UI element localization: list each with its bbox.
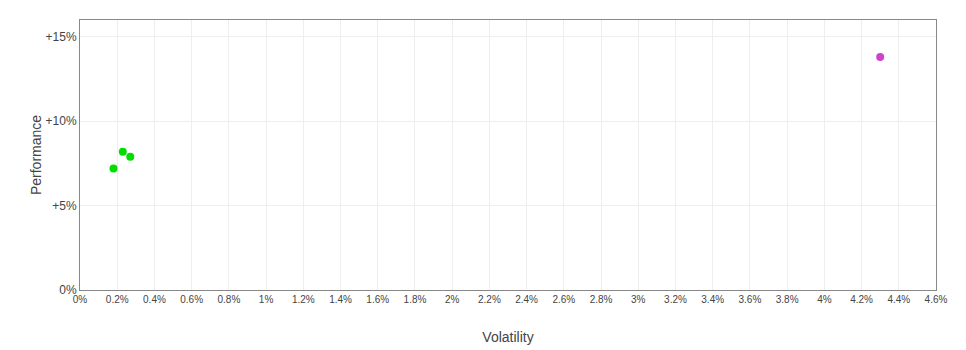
svg-text:1.8%: 1.8%: [404, 294, 427, 305]
svg-text:4.4%: 4.4%: [887, 294, 910, 305]
svg-text:1.4%: 1.4%: [329, 294, 352, 305]
svg-text:0%: 0%: [73, 294, 88, 305]
svg-text:4.6%: 4.6%: [925, 294, 948, 305]
svg-text:3.2%: 3.2%: [664, 294, 687, 305]
svg-text:2.6%: 2.6%: [552, 294, 575, 305]
svg-text:2.8%: 2.8%: [590, 294, 613, 305]
svg-text:0.8%: 0.8%: [217, 294, 240, 305]
svg-text:Performance: Performance: [28, 115, 44, 195]
svg-text:+5%: +5%: [52, 199, 77, 213]
svg-text:0%: 0%: [59, 283, 77, 297]
svg-text:+15%: +15%: [46, 30, 77, 44]
svg-text:+10%: +10%: [46, 114, 77, 128]
svg-text:4%: 4%: [817, 294, 832, 305]
svg-text:1%: 1%: [259, 294, 274, 305]
svg-text:3.8%: 3.8%: [776, 294, 799, 305]
svg-text:1.6%: 1.6%: [366, 294, 389, 305]
svg-text:2.4%: 2.4%: [515, 294, 538, 305]
svg-text:4.2%: 4.2%: [850, 294, 873, 305]
svg-text:3.4%: 3.4%: [701, 294, 724, 305]
svg-text:0.2%: 0.2%: [106, 294, 129, 305]
svg-text:3.6%: 3.6%: [739, 294, 762, 305]
svg-text:2%: 2%: [445, 294, 460, 305]
svg-text:3%: 3%: [631, 294, 646, 305]
svg-text:0.6%: 0.6%: [180, 294, 203, 305]
svg-text:1.2%: 1.2%: [292, 294, 315, 305]
svg-text:2.2%: 2.2%: [478, 294, 501, 305]
svg-text:Volatility: Volatility: [482, 329, 533, 345]
svg-text:0.4%: 0.4%: [143, 294, 166, 305]
